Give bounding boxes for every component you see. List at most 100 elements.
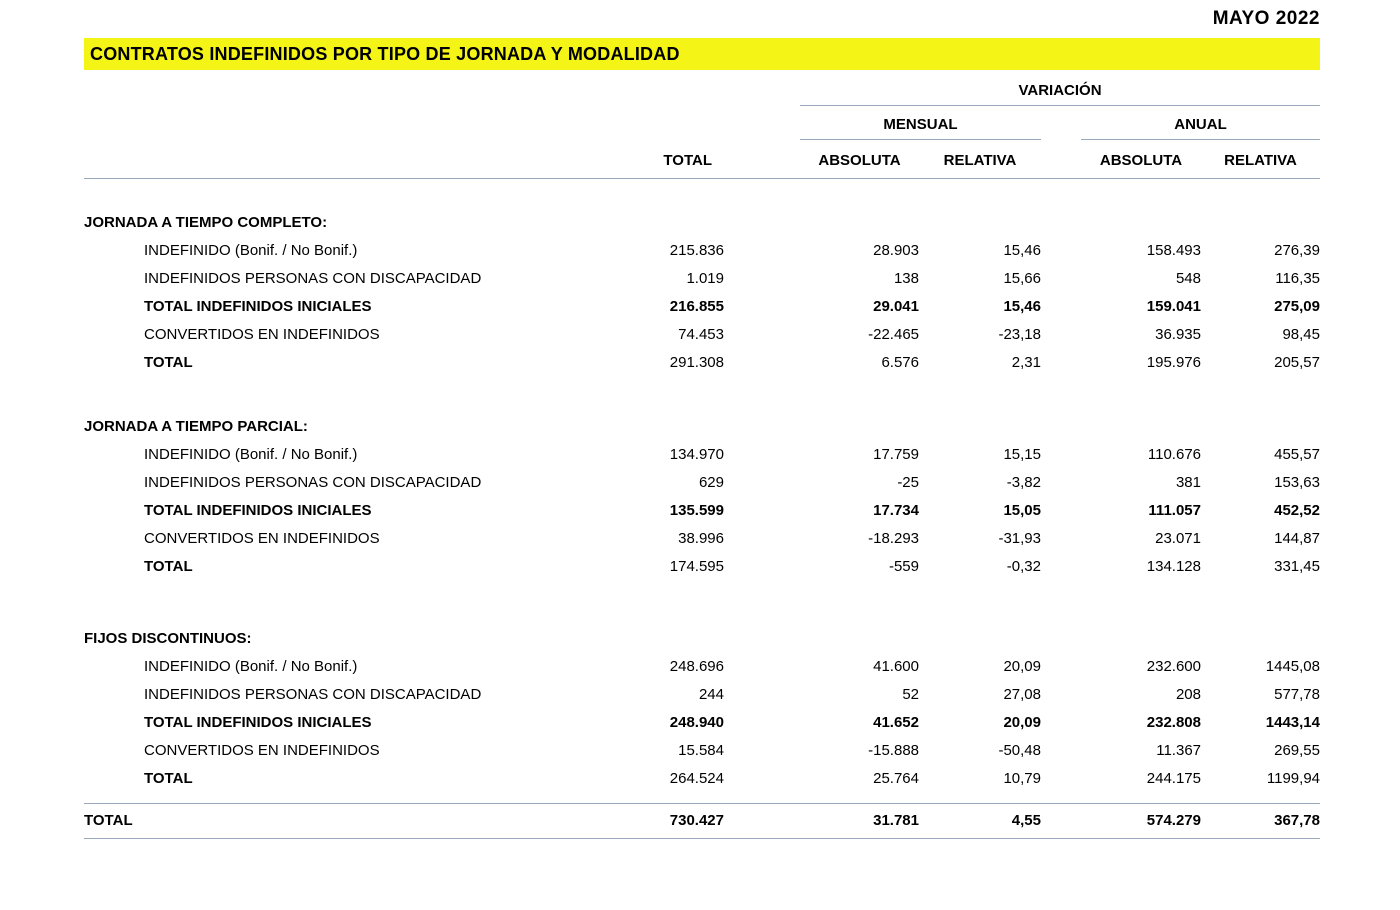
cell-anual-relativa: 269,55 [1274,742,1320,759]
table-row: INDEFINIDO (Bonif. / No Bonif.) 215.836 28… [84,237,1320,265]
cell-anual-absoluta: 159.041 [1146,298,1201,315]
row-label: CONVERTIDOS EN INDEFINIDOS [144,530,380,547]
table-row: TOTAL INDEFINIDOS INICIALES 248.940 41.652… [84,709,1320,737]
cell-total: 248.696 [669,658,724,675]
cell-total: 730.427 [669,812,724,829]
row-label: INDEFINIDOS PERSONAS CON DISCAPACIDAD [144,474,482,491]
header-row-variacion: VARIACIÓN [84,80,1320,106]
row-label: INDEFINIDO (Bonif. / No Bonif.) [144,658,358,675]
anual-absoluta-column-header: ABSOLUTA [1099,152,1183,169]
cell-mensual-relativa: 15,15 [1003,446,1041,463]
cell-mensual-absoluta: -25 [897,474,919,491]
cell-anual-relativa: 144,87 [1274,530,1320,547]
table-row: TOTAL 174.595 -559 -0,32 134.128 331,45 [84,553,1320,581]
cell-mensual-relativa: 15,66 [1003,270,1041,287]
cell-total: 291.308 [669,354,724,371]
cell-anual-absoluta: 548 [1175,270,1201,287]
cell-anual-absoluta: 208 [1175,686,1201,703]
cell-total: 74.453 [678,326,724,343]
cell-anual-absoluta: 232.808 [1146,714,1201,731]
table-row: INDEFINIDO (Bonif. / No Bonif.) 134.970 17… [84,441,1320,469]
cell-anual-absoluta: 23.071 [1155,530,1201,547]
table-row: TOTAL 291.308 6.576 2,31 195.976 205,57 [84,349,1320,377]
row-label: CONVERTIDOS EN INDEFINIDOS [144,326,380,343]
cell-anual-absoluta: 232.600 [1146,658,1201,675]
row-label: INDEFINIDOS PERSONAS CON DISCAPACIDAD [144,686,482,703]
cell-mensual-relativa: 15,05 [1003,502,1041,519]
report-title: CONTRATOS INDEFINIDOS POR TIPO DE JORNAD… [90,44,680,64]
cell-mensual-relativa: -50,48 [998,742,1041,759]
table-row: INDEFINIDOS PERSONAS CON DISCAPACIDAD 1.0… [84,265,1320,293]
section-title: JORNADA A TIEMPO PARCIAL: [84,418,308,435]
cell-total: 38.996 [678,530,724,547]
cell-anual-relativa: 275,09 [1274,298,1320,315]
variacion-header: VARIACIÓN [800,80,1320,106]
row-label: TOTAL [144,558,193,575]
cell-mensual-absoluta: -15.888 [868,742,919,759]
cell-anual-absoluta: 11.367 [1156,742,1201,759]
cell-anual-absoluta: 134.128 [1146,558,1201,575]
cell-mensual-relativa: 15,46 [1003,298,1041,315]
table-row: TOTAL INDEFINIDOS INICIALES 216.855 29.041… [84,293,1320,321]
cell-mensual-relativa: -3,82 [1006,474,1041,491]
section-header-row: JORNADA A TIEMPO COMPLETO: [84,209,1320,237]
cell-mensual-relativa: 27,08 [1003,686,1041,703]
cell-mensual-relativa: 2,31 [1011,354,1041,371]
cell-anual-relativa: 452,52 [1274,502,1320,519]
cell-mensual-relativa: -31,93 [998,530,1041,547]
cell-mensual-relativa: 10,79 [1003,770,1041,787]
mensual-absoluta-column-header: ABSOLUTA [818,152,901,169]
cell-total: 15.584 [678,742,724,759]
cell-anual-relativa: 577,78 [1274,686,1320,703]
row-label: INDEFINIDOS PERSONAS CON DISCAPACIDAD [144,270,482,287]
grand-total-row: TOTAL 730.427 31.781 4,55 574.279 367,78 [84,803,1320,839]
row-label: TOTAL INDEFINIDOS INICIALES [144,502,372,519]
row-label: TOTAL [144,770,193,787]
table-row: INDEFINIDOS PERSONAS CON DISCAPACIDAD 629… [84,469,1320,497]
cell-mensual-absoluta: -22.465 [868,326,919,343]
cell-mensual-absoluta: -18.293 [868,530,919,547]
mensual-header: MENSUAL [800,106,1041,140]
cell-anual-relativa: 1445,08 [1265,658,1320,675]
cell-total: 135.599 [669,502,724,519]
cell-anual-absoluta: 381 [1175,474,1201,491]
table-row: INDEFINIDO (Bonif. / No Bonif.) 248.696 41… [84,653,1320,681]
row-label: INDEFINIDO (Bonif. / No Bonif.) [144,446,358,463]
anual-relativa-column-header: RELATIVA [1224,152,1297,169]
cell-anual-relativa: 205,57 [1274,354,1320,371]
table-row: INDEFINIDOS PERSONAS CON DISCAPACIDAD 244… [84,681,1320,709]
cell-anual-relativa: 98,45 [1282,326,1320,343]
mensual-relativa-column-header: RELATIVA [943,152,1017,169]
cell-anual-relativa: 276,39 [1274,242,1320,259]
cell-mensual-absoluta: 41.652 [873,714,919,731]
cell-anual-absoluta: 244.175 [1146,770,1201,787]
cell-mensual-relativa: 4,55 [1011,812,1041,829]
cell-anual-relativa: 331,45 [1274,558,1320,575]
cell-anual-relativa: 153,63 [1274,474,1320,491]
cell-anual-relativa: 1199,94 [1266,770,1320,787]
cell-total: 174.595 [669,558,724,575]
table-row: CONVERTIDOS EN INDEFINIDOS 15.584 -15.888 -… [84,737,1320,765]
cell-total: 134.970 [669,446,724,463]
row-label: INDEFINIDO (Bonif. / No Bonif.) [144,242,358,259]
cell-anual-relativa: 1443,14 [1265,714,1320,731]
cell-mensual-absoluta: 29.041 [873,298,919,315]
cell-mensual-absoluta: 25.764 [873,770,919,787]
table-row: TOTAL 264.524 25.764 10,79 244.175 1199,94 [84,765,1320,793]
cell-anual-absoluta: 195.976 [1146,354,1201,371]
cell-anual-absoluta: 158.493 [1146,242,1201,259]
row-label: TOTAL INDEFINIDOS INICIALES [144,714,372,731]
cell-anual-absoluta: 36.935 [1155,326,1201,343]
cell-anual-absoluta: 110.676 [1147,446,1201,463]
table-row: TOTAL INDEFINIDOS INICIALES 135.599 17.734… [84,497,1320,525]
cell-anual-relativa: 116,35 [1275,270,1320,287]
total-column-header: TOTAL [663,152,712,169]
cell-anual-relativa: 367,78 [1274,812,1320,829]
cell-mensual-absoluta: 138 [893,270,919,287]
table-row: CONVERTIDOS EN INDEFINIDOS 38.996 -18.293 -… [84,525,1320,553]
row-label: TOTAL INDEFINIDOS INICIALES [144,298,372,315]
cell-mensual-absoluta: 17.759 [873,446,919,463]
table-row: CONVERTIDOS EN INDEFINIDOS 74.453 -22.465 -… [84,321,1320,349]
section-title: FIJOS DISCONTINUOS: [84,630,252,647]
